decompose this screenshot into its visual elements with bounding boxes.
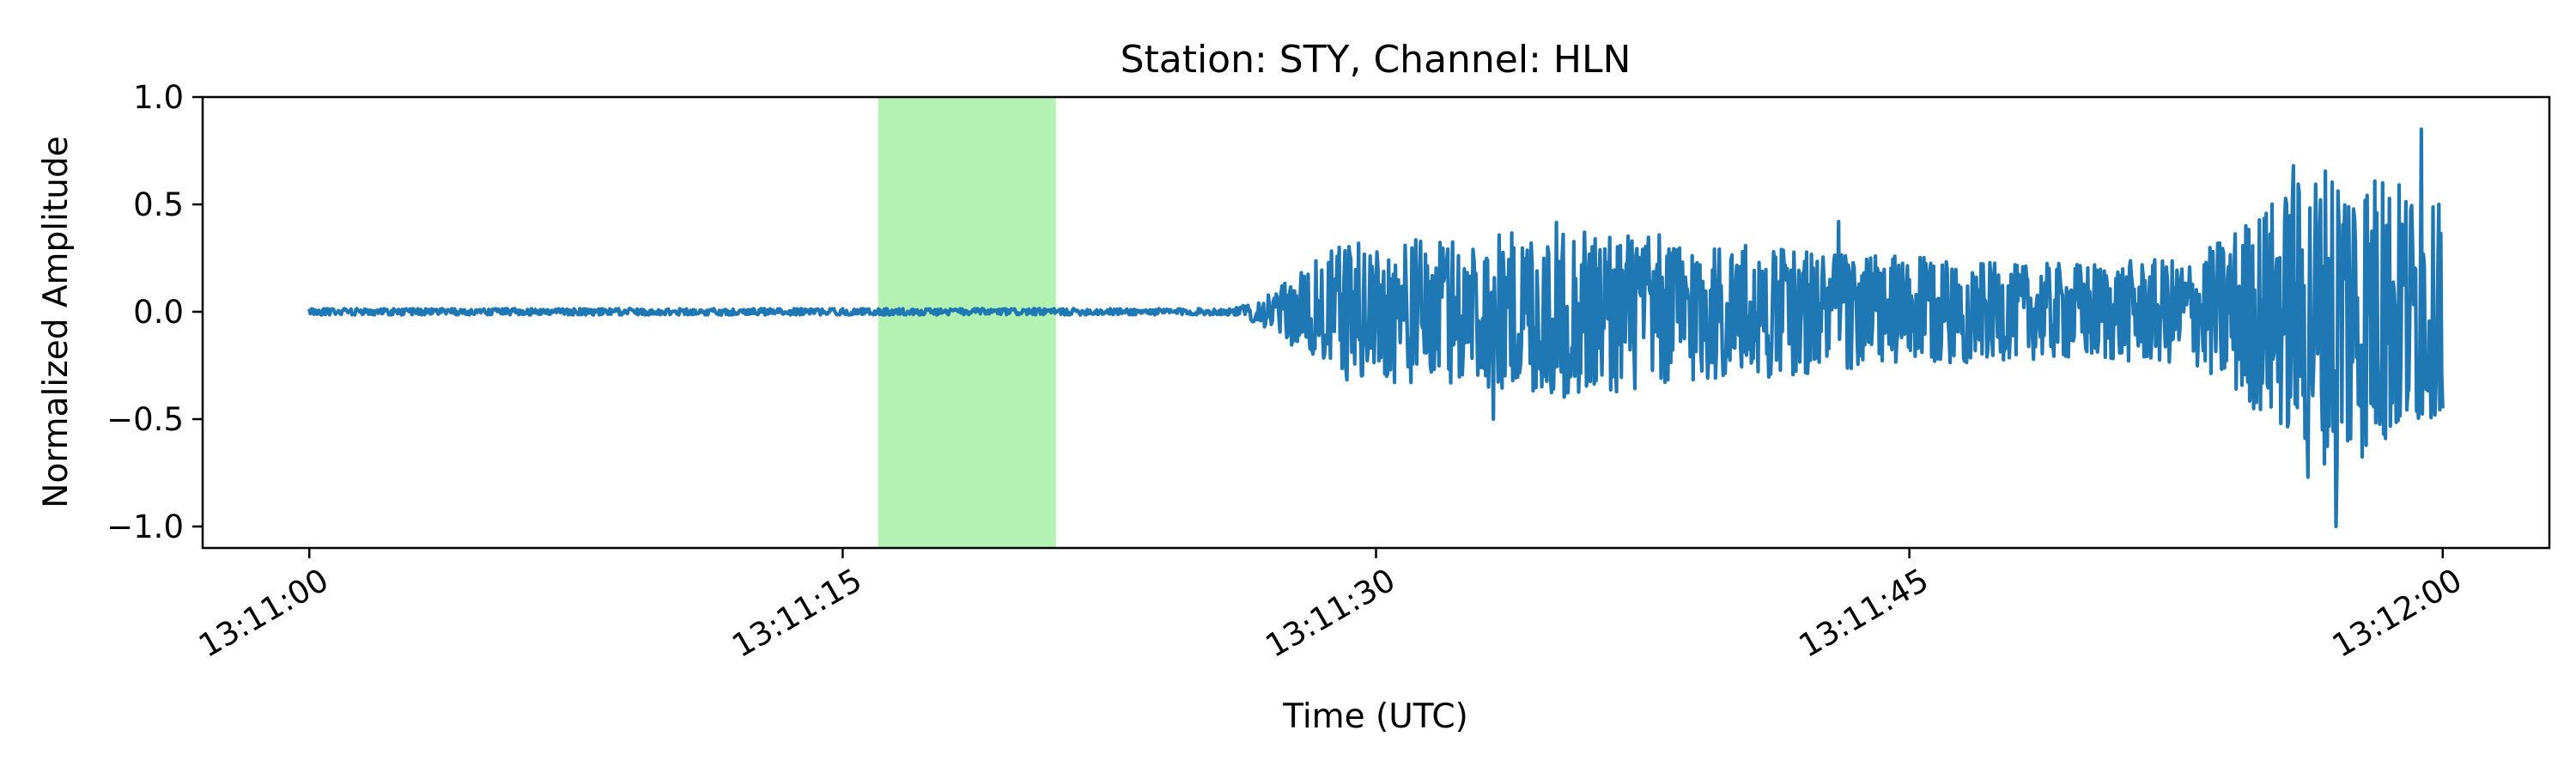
y-axis-label: Normalized Amplitude xyxy=(37,136,76,508)
y-tick-label: 1.0 xyxy=(133,79,184,116)
y-tick-label: 0.5 xyxy=(133,186,184,223)
y-tick-label: 0.0 xyxy=(133,294,184,331)
highlight-span xyxy=(878,97,1056,548)
y-tick-label: −1.0 xyxy=(106,508,184,545)
plot-area xyxy=(307,97,2445,548)
chart-title: Station: STY, Channel: HLN xyxy=(1121,38,1631,82)
y-tick-label: −0.5 xyxy=(106,401,184,438)
x-axis-label: Time (UTC) xyxy=(1282,697,1468,736)
waveform-trace xyxy=(307,127,2445,529)
